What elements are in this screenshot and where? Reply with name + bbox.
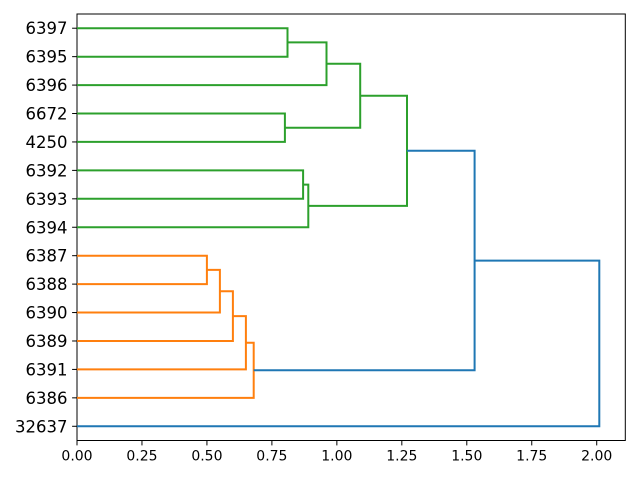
leaf-label-6387: 6387	[26, 247, 68, 266]
leaf-label-6672: 6672	[26, 105, 68, 124]
leaf-label-6394: 6394	[26, 218, 68, 237]
leaf-label-6396: 6396	[26, 76, 68, 95]
x-tick-label: 1.75	[516, 449, 547, 465]
leaf-label-6393: 6393	[26, 190, 68, 209]
leaf-label-4250: 4250	[26, 133, 68, 152]
leaf-label-6395: 6395	[26, 48, 68, 67]
dendrogram-link-m7	[308, 94, 408, 207]
dendrogram-link-m6	[77, 183, 310, 229]
x-tick-label: 0.50	[191, 449, 222, 465]
x-tick-label: 1.25	[386, 449, 417, 465]
dendrogram-link-m9	[77, 268, 221, 314]
x-tick-label: 0.00	[61, 449, 92, 465]
dendrogram-link-m8	[77, 254, 208, 286]
leaf-label-6386: 6386	[26, 389, 68, 408]
leaf-label-6388: 6388	[26, 275, 68, 294]
x-tick-label: 0.75	[256, 449, 287, 465]
dendrogram-link-m2	[77, 41, 328, 87]
leaf-label-6392: 6392	[26, 161, 68, 180]
leaf-label-6397: 6397	[26, 19, 68, 38]
leaf-label-32637: 32637	[15, 417, 68, 436]
x-tick-label: 1.00	[321, 449, 352, 465]
x-tick-label: 1.50	[451, 449, 482, 465]
dendrogram-link-m4	[284, 62, 362, 129]
x-tick-label: 2.00	[581, 449, 612, 465]
x-tick-label: 0.25	[126, 449, 157, 465]
dendrogram-link-m3	[77, 112, 286, 143]
dendrogram-link-m13	[253, 149, 476, 372]
dendrogram-link-m14	[77, 259, 601, 428]
dendrogram-link-m10	[77, 290, 234, 342]
leaf-label-6391: 6391	[26, 360, 68, 379]
dendrogram-link-m5	[77, 169, 305, 200]
leaf-label-6390: 6390	[26, 304, 68, 323]
dendrogram-link-m1	[77, 27, 289, 58]
leaf-label-6389: 6389	[26, 332, 68, 351]
dendrogram-link-m11	[77, 315, 247, 371]
